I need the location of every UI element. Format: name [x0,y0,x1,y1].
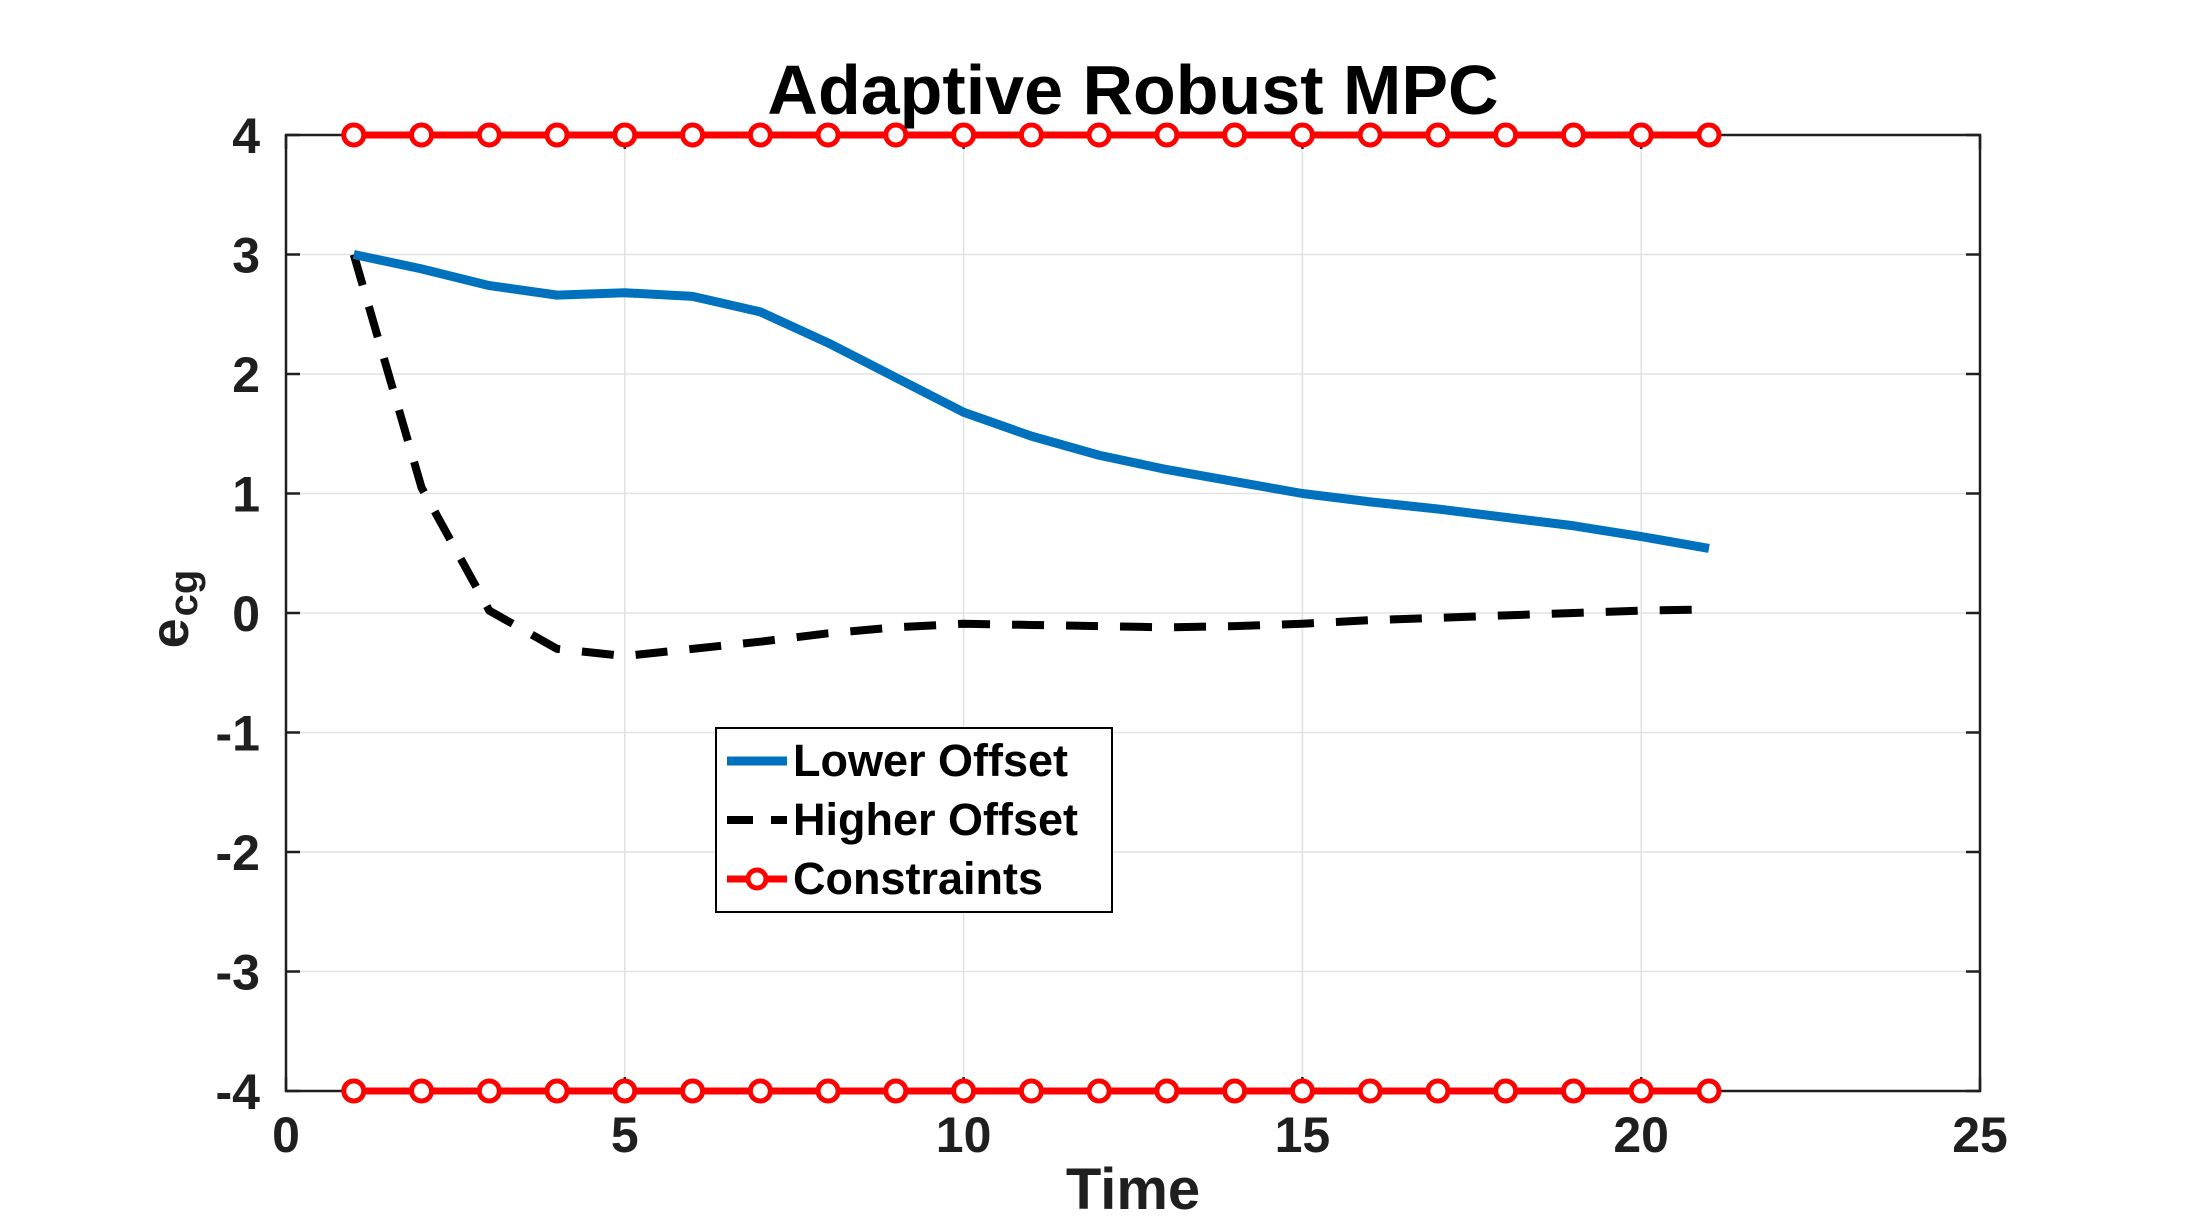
y-tick-label: 4 [232,108,260,164]
constraint-marker [1222,122,1248,148]
constraint-marker [544,1078,570,1104]
x-tick-label: 25 [1952,1107,2008,1163]
legend-item-lower-offset: Lower Offset [725,731,1111,790]
x-tick-label: 0 [272,1107,300,1163]
y-axis-label: e cg [60,500,280,720]
lower-offset-line-sample [727,756,787,766]
constraint-marker-sample [745,867,769,891]
constraint-marker [1696,122,1722,148]
constraint-marker [951,1078,977,1104]
y-axis-label-base: e [140,618,200,649]
chart-title: Adaptive Robust MPC [767,51,1499,129]
legend-label: Lower Offset [793,734,1069,786]
constraint-marker [1628,122,1654,148]
constraint-marker [544,122,570,148]
constraint-marker [1289,122,1315,148]
x-tick-label: 10 [936,1107,992,1163]
legend-label: Higher Offset [793,793,1079,845]
constraint-marker [815,122,841,148]
constraint-marker [1425,1078,1451,1104]
constraint-marker [815,1078,841,1104]
constraint-marker [747,1078,773,1104]
constraint-marker [680,122,706,148]
y-tick-label: 2 [232,347,260,403]
constraint-marker [1154,1078,1180,1104]
constraint-marker [409,122,435,148]
constraint-marker [612,122,638,148]
x-tick-label: 15 [1275,1107,1331,1163]
higher-offset-line [349,253,1710,661]
constraint-marker [1222,1078,1248,1104]
constraint-marker [476,1078,502,1104]
y-tick-label: -3 [216,945,260,1001]
x-tick-label: 20 [1613,1107,1669,1163]
constraints-line-sample [727,867,787,891]
constraint-marker [747,122,773,148]
constraint-marker [1560,1078,1586,1104]
constraint-marker [1018,1078,1044,1104]
y-tick-label: 3 [232,228,260,284]
constraint-marker [612,1078,638,1104]
legend: Lower Offset Higher Offset Constraints [715,727,1113,913]
x-tick-label: 5 [611,1107,639,1163]
y-tick-label: -4 [216,1064,261,1120]
constraint-marker [409,1078,435,1104]
y-axis-label-subscript: cg [162,569,206,617]
constraint-marker [680,1078,706,1104]
y-tick-label: -2 [216,825,260,881]
constraint-marker [341,1078,367,1104]
constraint-marker [883,1078,909,1104]
constraint-marker [1086,1078,1112,1104]
constraint-marker [1628,1078,1654,1104]
constraint-marker [1086,122,1112,148]
constraint-marker [341,122,367,148]
constraint-marker [1560,122,1586,148]
y-tick-label: 0 [232,586,260,642]
constraint-marker [476,122,502,148]
legend-label: Constraints [793,853,1044,905]
constraint-marker [951,122,977,148]
constraint-marker [1289,1078,1315,1104]
constraint-marker [1493,1078,1519,1104]
constraint-marker [1018,122,1044,148]
constraint-marker [1696,1078,1722,1104]
constraint-marker [1357,122,1383,148]
constraint-marker [1154,122,1180,148]
higher-offset-line-sample [727,815,787,824]
constraint-marker [1493,122,1519,148]
x-axis-label: Time [1065,1157,1201,1222]
legend-item-higher-offset: Higher Offset [725,790,1111,849]
lower-offset-line [352,250,1710,553]
constraint-marker [1425,122,1451,148]
constraint-marker [883,122,909,148]
y-tick-label: -1 [216,706,260,762]
y-tick-label: 1 [232,467,260,523]
legend-item-constraints: Constraints [725,850,1111,909]
constraint-marker [1357,1078,1383,1104]
